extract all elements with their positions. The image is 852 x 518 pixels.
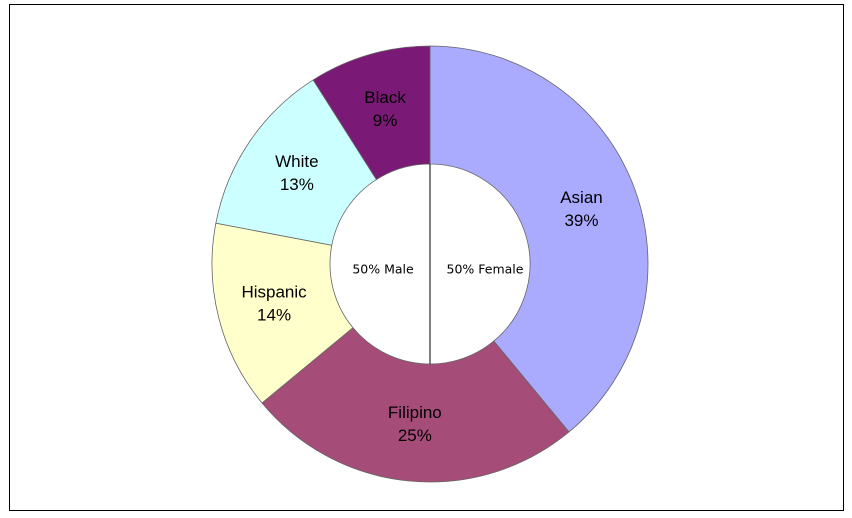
slice-label: Hispanic [241, 283, 307, 302]
slice-label: Black [364, 88, 406, 107]
donut-slice [215, 79, 377, 246]
slice-value-label: 25% [398, 426, 432, 445]
slice-value-label: 13% [280, 175, 314, 194]
center-annotation: 50% Female [447, 262, 524, 277]
slice-value-label: 14% [257, 306, 291, 325]
slice-value-label: 39% [564, 211, 598, 230]
slice-label: White [275, 152, 318, 171]
donut-slice [261, 327, 570, 483]
donut-slice [312, 45, 431, 181]
center-annotation: 50% Male [352, 262, 414, 277]
slice-label: Asian [560, 188, 603, 207]
slice-label: Filipino [388, 403, 442, 422]
slice-value-label: 9% [373, 111, 398, 130]
donut-slice [429, 45, 649, 433]
donut-slice [211, 222, 354, 404]
